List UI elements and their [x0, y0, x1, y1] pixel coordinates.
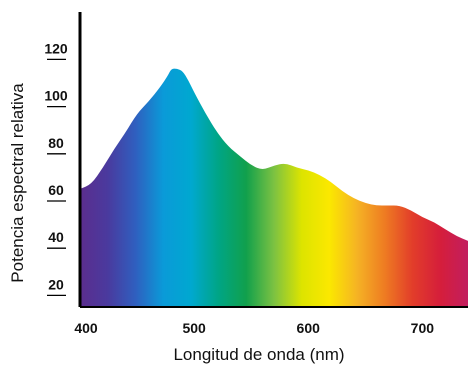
x-tick-label: 500	[182, 320, 206, 336]
y-axis-title: Potencia espectral relativa	[8, 83, 27, 283]
x-tick-label: 400	[74, 320, 98, 336]
x-tick-label: 700	[411, 320, 435, 336]
x-tick-label: 600	[297, 320, 321, 336]
y-tick-label: 120	[44, 40, 68, 56]
x-axis-title: Longitud de onda (nm)	[173, 345, 344, 364]
y-tick-label: 20	[48, 276, 64, 292]
y-tick-label: 40	[48, 229, 64, 245]
y-tick-label: 60	[48, 182, 64, 198]
y-tick-label: 80	[48, 135, 64, 151]
spectrum-area	[80, 69, 468, 307]
plot-area	[80, 69, 468, 307]
x-axis-ticks: 400 500 600 700	[74, 320, 434, 336]
y-axis-ticks: 20 40 60 80 100 120	[44, 40, 68, 295]
y-tick-label: 100	[44, 88, 68, 104]
